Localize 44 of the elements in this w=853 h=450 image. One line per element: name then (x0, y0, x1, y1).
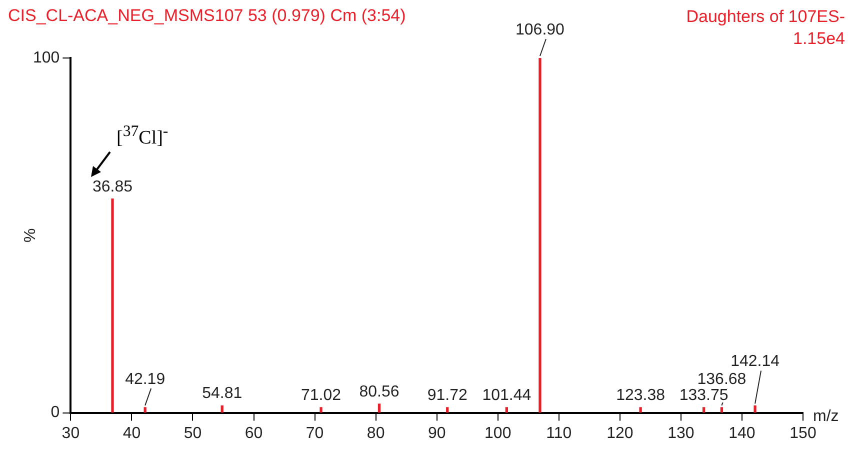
x-axis-title: m/z (813, 408, 839, 426)
annotation: 54.81 (202, 385, 242, 402)
x-tick-label: 90 (428, 424, 446, 442)
annotation: 136.68 (697, 370, 746, 388)
bar (220, 405, 224, 413)
annotation: 106.90 (516, 21, 565, 38)
x-tick-label: 130 (668, 424, 694, 442)
bar (754, 405, 756, 413)
annotation: 91.72 (427, 386, 468, 404)
annotation: 142.14 (730, 353, 780, 370)
annotation: 123.38 (616, 386, 666, 404)
bar (320, 407, 322, 413)
bar (111, 198, 114, 413)
x-tick-label: 150 (790, 424, 816, 442)
x-tick-label: 30 (62, 424, 80, 442)
x-tick-label: 120 (606, 424, 634, 442)
x-tick-label: 80 (366, 424, 385, 442)
text: Daughters of 107ES- (686, 6, 845, 28)
bar (446, 407, 449, 413)
bar (639, 407, 642, 413)
x-tick-label: 110 (546, 424, 572, 442)
annotation: 36.85 (92, 178, 133, 196)
annotation: 101.44 (482, 386, 532, 404)
annotation: 71.02 (301, 386, 342, 404)
chart-title: CIS_CL-ACA_NEG_MSMS107 53 (0.979) Cm (3:54) (8, 6, 406, 26)
bar (378, 404, 381, 413)
x-tick-label: 60 (244, 424, 263, 442)
bar (505, 407, 508, 413)
bar (538, 58, 542, 413)
annotation: 133.75 (679, 386, 728, 404)
x-tick-label: 100 (484, 424, 512, 442)
bar (702, 407, 706, 413)
bar (144, 407, 146, 413)
annotation: [$^{37}$Cl]$^{-}$ (116, 122, 168, 150)
annotation: 80.56 (359, 383, 400, 400)
annotation: 42.19 (125, 370, 166, 388)
x-tick-label: 70 (306, 424, 324, 442)
x-tick-label: 50 (184, 424, 202, 442)
text: 1.15e4 (792, 28, 845, 50)
x-tick-label: 140 (728, 424, 756, 442)
x-tick-label: 40 (122, 424, 141, 442)
y-tick-label: 0 (50, 404, 60, 422)
y-axis-title: % (22, 228, 40, 243)
bar (720, 407, 724, 413)
